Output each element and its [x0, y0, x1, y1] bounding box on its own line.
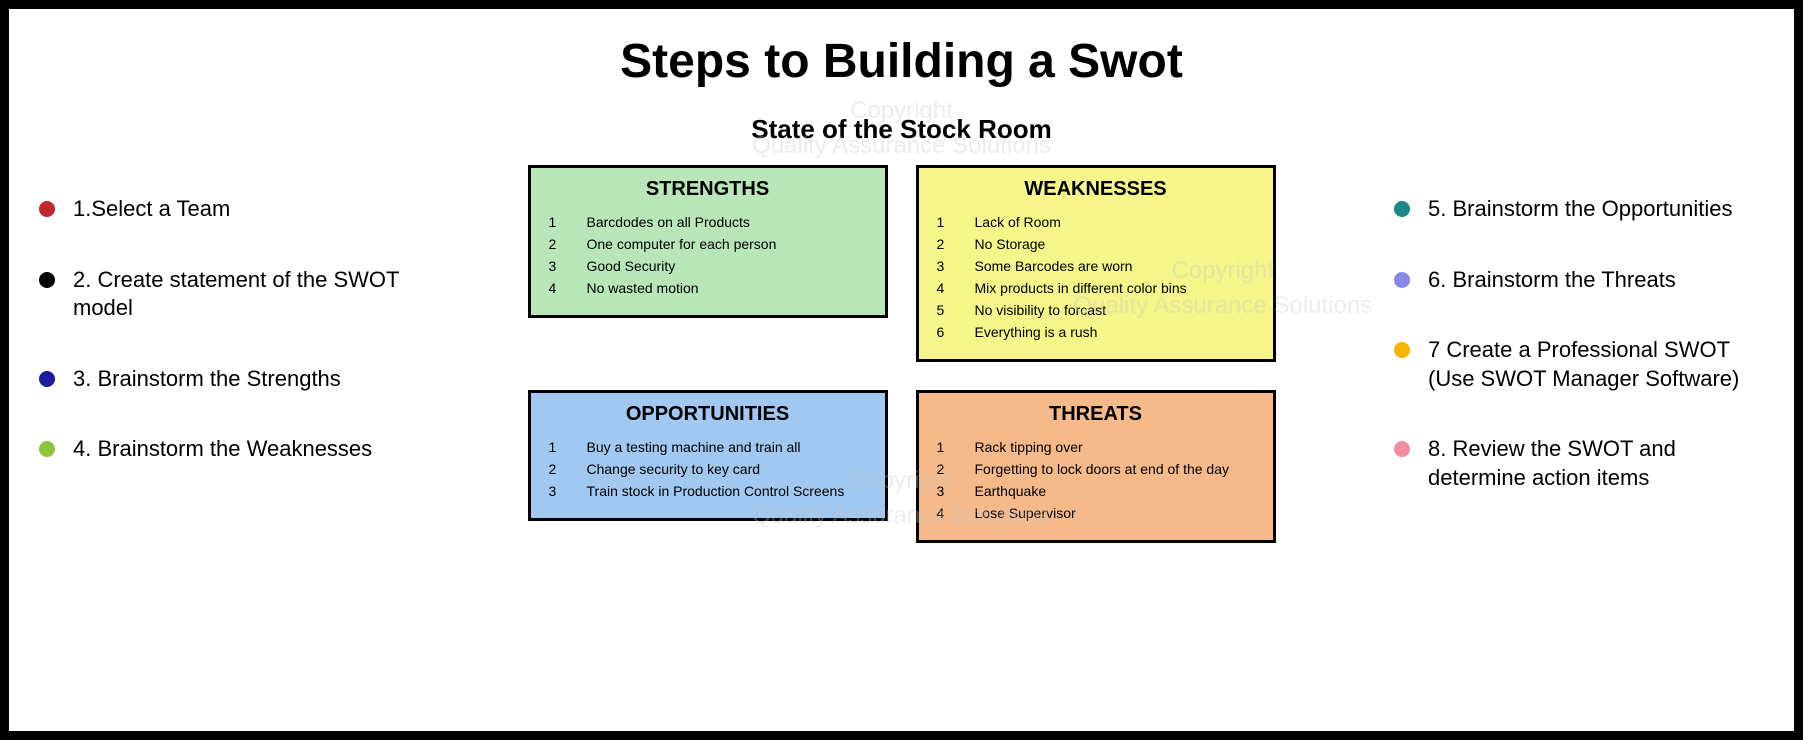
bullet-icon	[39, 371, 55, 387]
main-title: Steps to Building a Swot	[39, 34, 1764, 89]
swot-row-top: STRENGTHS 1 Barcdodes on all Products 2 On…	[528, 165, 1276, 362]
item-text: Earthquake	[975, 483, 1047, 499]
list-item: 1 Buy a testing machine and train all	[549, 436, 867, 458]
item-text: No Storage	[975, 236, 1046, 252]
item-text: Change security to key card	[587, 461, 761, 477]
list-item: 3 Good Security	[549, 255, 867, 277]
item-text: Some Barcodes are worn	[975, 258, 1133, 274]
subtitle: State of the Stock Room	[39, 114, 1764, 145]
list-item: 5 No visibility to forcast	[937, 299, 1255, 321]
step-2: 2. Create statement of the SWOT model	[39, 266, 409, 323]
item-number: 1	[937, 439, 951, 455]
swot-infographic-frame: Steps to Building a Swot Copyright Quali…	[0, 0, 1803, 740]
step-label: 3. Brainstorm the Strengths	[73, 365, 341, 394]
item-number: 1	[549, 214, 563, 230]
item-number: 1	[937, 214, 951, 230]
item-number: 3	[549, 258, 563, 274]
list-item: 3 Train stock in Production Control Scree…	[549, 480, 867, 502]
step-8: 8. Review the SWOT and determine action …	[1394, 435, 1764, 492]
list-item: 4 No wasted motion	[549, 277, 867, 299]
bullet-icon	[39, 441, 55, 457]
item-text: Everything is a rush	[975, 324, 1098, 340]
item-number: 4	[549, 280, 563, 296]
opportunities-box: OPPORTUNITIES 1 Buy a testing machine and…	[528, 390, 888, 521]
list-item: 1 Rack tipping over	[937, 436, 1255, 458]
item-text: Forgetting to lock doors at end of the d…	[975, 461, 1230, 477]
item-number: 6	[937, 324, 951, 340]
content-row: 1.Select a Team 2. Create statement of t…	[39, 165, 1764, 543]
item-number: 2	[549, 461, 563, 477]
item-text: Good Security	[587, 258, 676, 274]
list-item: 3 Some Barcodes are worn	[937, 255, 1255, 277]
list-item: 1 Lack of Room	[937, 211, 1255, 233]
item-text: Mix products in different color bins	[975, 280, 1187, 296]
item-number: 3	[937, 258, 951, 274]
strengths-box: STRENGTHS 1 Barcdodes on all Products 2 On…	[528, 165, 888, 318]
item-number: 4	[937, 280, 951, 296]
item-number: 1	[549, 439, 563, 455]
bullet-icon	[1394, 272, 1410, 288]
item-number: 3	[937, 483, 951, 499]
weaknesses-header: WEAKNESSES	[937, 178, 1255, 201]
list-item: 2 Forgetting to lock doors at end of the …	[937, 458, 1255, 480]
bullet-icon	[1394, 441, 1410, 457]
list-item: 4 Lose Supervisor	[937, 502, 1255, 524]
item-text: One computer for each person	[587, 236, 777, 252]
list-item: 2 One computer for each person	[549, 233, 867, 255]
threats-box: THREATS 1 Rack tipping over 2 Forgetting t…	[916, 390, 1276, 543]
list-item: 2 Change security to key card	[549, 458, 867, 480]
item-number: 3	[549, 483, 563, 499]
bullet-icon	[39, 272, 55, 288]
opportunities-header: OPPORTUNITIES	[549, 403, 867, 426]
opportunities-list: 1 Buy a testing machine and train all 2 Ch…	[549, 436, 867, 502]
list-item: 6 Everything is a rush	[937, 321, 1255, 343]
bullet-icon	[1394, 201, 1410, 217]
step-label: 6. Brainstorm the Threats	[1428, 266, 1676, 295]
step-4: 4. Brainstorm the Weaknesses	[39, 435, 409, 464]
step-label: 4. Brainstorm the Weaknesses	[73, 435, 372, 464]
list-item: 1 Barcdodes on all Products	[549, 211, 867, 233]
list-item: 2 No Storage	[937, 233, 1255, 255]
weaknesses-box: WEAKNESSES 1 Lack of Room 2 No Storage 3 So…	[916, 165, 1276, 362]
list-item: 3 Earthquake	[937, 480, 1255, 502]
swot-row-bottom: OPPORTUNITIES 1 Buy a testing machine and…	[528, 390, 1276, 543]
bullet-icon	[39, 201, 55, 217]
step-5: 5. Brainstorm the Opportunities	[1394, 195, 1764, 224]
threats-list: 1 Rack tipping over 2 Forgetting to lock d…	[937, 436, 1255, 524]
step-label: 7 Create a Professional SWOT (Use SWOT M…	[1428, 336, 1764, 393]
item-text: Buy a testing machine and train all	[587, 439, 801, 455]
item-number: 4	[937, 505, 951, 521]
item-number: 2	[937, 461, 951, 477]
strengths-header: STRENGTHS	[549, 178, 867, 201]
item-text: Barcdodes on all Products	[587, 214, 750, 230]
left-steps-column: 1.Select a Team 2. Create statement of t…	[39, 165, 409, 464]
threats-header: THREATS	[937, 403, 1255, 426]
item-text: Rack tipping over	[975, 439, 1083, 455]
step-label: 1.Select a Team	[73, 195, 230, 224]
step-label: 8. Review the SWOT and determine action …	[1428, 435, 1764, 492]
item-number: 2	[937, 236, 951, 252]
right-steps-column: 5. Brainstorm the Opportunities 6. Brain…	[1394, 165, 1764, 493]
swot-grid: STRENGTHS 1 Barcdodes on all Products 2 On…	[409, 165, 1394, 543]
strengths-list: 1 Barcdodes on all Products 2 One computer…	[549, 211, 867, 299]
step-3: 3. Brainstorm the Strengths	[39, 365, 409, 394]
item-number: 5	[937, 302, 951, 318]
item-text: No wasted motion	[587, 280, 699, 296]
step-label: 2. Create statement of the SWOT model	[73, 266, 409, 323]
step-label: 5. Brainstorm the Opportunities	[1428, 195, 1732, 224]
step-7: 7 Create a Professional SWOT (Use SWOT M…	[1394, 336, 1764, 393]
step-6: 6. Brainstorm the Threats	[1394, 266, 1764, 295]
weaknesses-list: 1 Lack of Room 2 No Storage 3 Some Barcodes…	[937, 211, 1255, 343]
item-number: 2	[549, 236, 563, 252]
item-text: Lose Supervisor	[975, 505, 1076, 521]
item-text: Train stock in Production Control Screen…	[587, 483, 845, 499]
bullet-icon	[1394, 342, 1410, 358]
step-1: 1.Select a Team	[39, 195, 409, 224]
item-text: No visibility to forcast	[975, 302, 1106, 318]
list-item: 4 Mix products in different color bins	[937, 277, 1255, 299]
item-text: Lack of Room	[975, 214, 1061, 230]
